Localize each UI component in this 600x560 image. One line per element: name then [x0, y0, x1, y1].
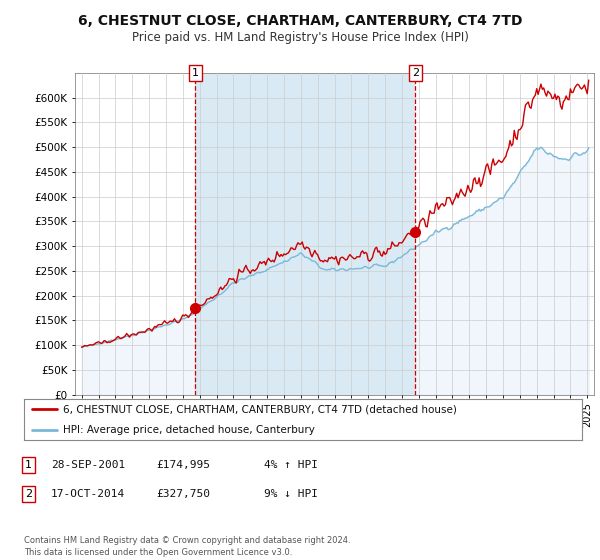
Text: 2: 2 — [412, 68, 419, 78]
Text: 1: 1 — [25, 460, 32, 470]
Text: 28-SEP-2001: 28-SEP-2001 — [51, 460, 125, 470]
Text: Contains HM Land Registry data © Crown copyright and database right 2024.
This d: Contains HM Land Registry data © Crown c… — [24, 536, 350, 557]
Text: 1: 1 — [192, 68, 199, 78]
Text: 6, CHESTNUT CLOSE, CHARTHAM, CANTERBURY, CT4 7TD: 6, CHESTNUT CLOSE, CHARTHAM, CANTERBURY,… — [78, 14, 522, 28]
Text: 2: 2 — [25, 489, 32, 499]
Text: Price paid vs. HM Land Registry's House Price Index (HPI): Price paid vs. HM Land Registry's House … — [131, 31, 469, 44]
Bar — [196, 73, 415, 395]
Text: HPI: Average price, detached house, Canterbury: HPI: Average price, detached house, Cant… — [63, 424, 315, 435]
Text: 17-OCT-2014: 17-OCT-2014 — [51, 489, 125, 499]
Text: 4% ↑ HPI: 4% ↑ HPI — [264, 460, 318, 470]
Text: £174,995: £174,995 — [156, 460, 210, 470]
Text: 6, CHESTNUT CLOSE, CHARTHAM, CANTERBURY, CT4 7TD (detached house): 6, CHESTNUT CLOSE, CHARTHAM, CANTERBURY,… — [63, 404, 457, 414]
Text: 9% ↓ HPI: 9% ↓ HPI — [264, 489, 318, 499]
Text: £327,750: £327,750 — [156, 489, 210, 499]
